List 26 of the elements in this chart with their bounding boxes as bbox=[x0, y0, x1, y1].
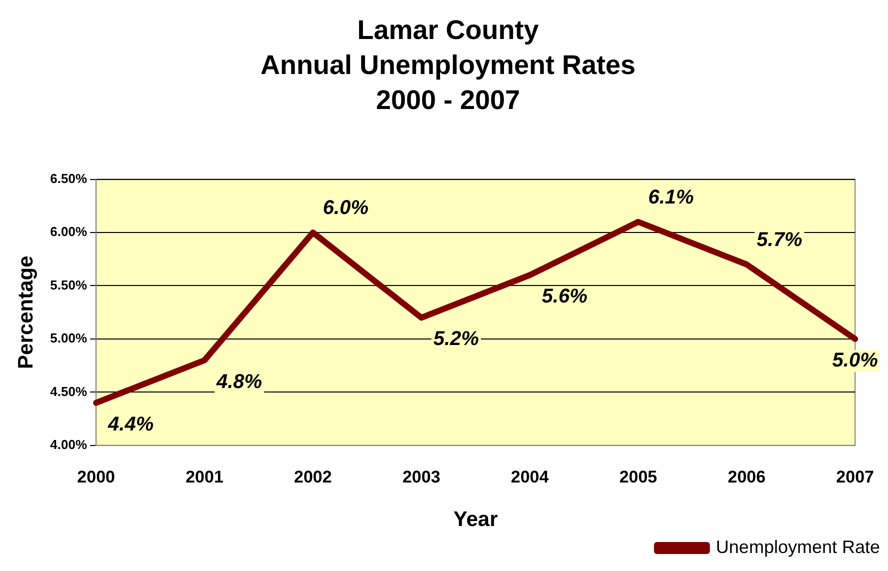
data-label: 5.6% bbox=[542, 286, 588, 308]
y-tick-label: 4.50% bbox=[50, 384, 88, 399]
data-label: 6.1% bbox=[648, 186, 694, 208]
data-label: 4.8% bbox=[215, 370, 262, 393]
y-tick-label: 5.00% bbox=[50, 330, 88, 346]
data-label: 5.7% bbox=[756, 228, 802, 251]
chart-title: Lamar County Annual Unemployment Rates 2000 - 2007 bbox=[260, 15, 636, 116]
data-label: 5.2% bbox=[433, 328, 480, 350]
y-axis-title: Percentage bbox=[14, 256, 38, 369]
y-tick-label: 4.00% bbox=[50, 436, 88, 452]
x-tick-label: 2006 bbox=[728, 467, 766, 486]
data-label: 4.4% bbox=[107, 413, 154, 436]
x-tick-label: 2007 bbox=[836, 467, 874, 486]
y-tick-label: 5.50% bbox=[50, 277, 88, 292]
data-label: 6.0% bbox=[322, 197, 369, 220]
x-tick-label: 2001 bbox=[186, 467, 224, 486]
x-tick-label: 2003 bbox=[402, 467, 440, 486]
x-tick-label: 2005 bbox=[619, 467, 658, 486]
x-axis-title: Year bbox=[453, 508, 498, 532]
legend-label: Unemployment Rate bbox=[716, 536, 880, 557]
y-tick-label: 6.00% bbox=[50, 224, 88, 240]
y-tick-label: 6.50% bbox=[50, 170, 88, 186]
x-tick-label: 2000 bbox=[77, 467, 115, 486]
x-tick-label: 2002 bbox=[294, 467, 332, 486]
data-label: 5.0% bbox=[832, 349, 878, 372]
x-tick-label: 2004 bbox=[510, 467, 550, 486]
